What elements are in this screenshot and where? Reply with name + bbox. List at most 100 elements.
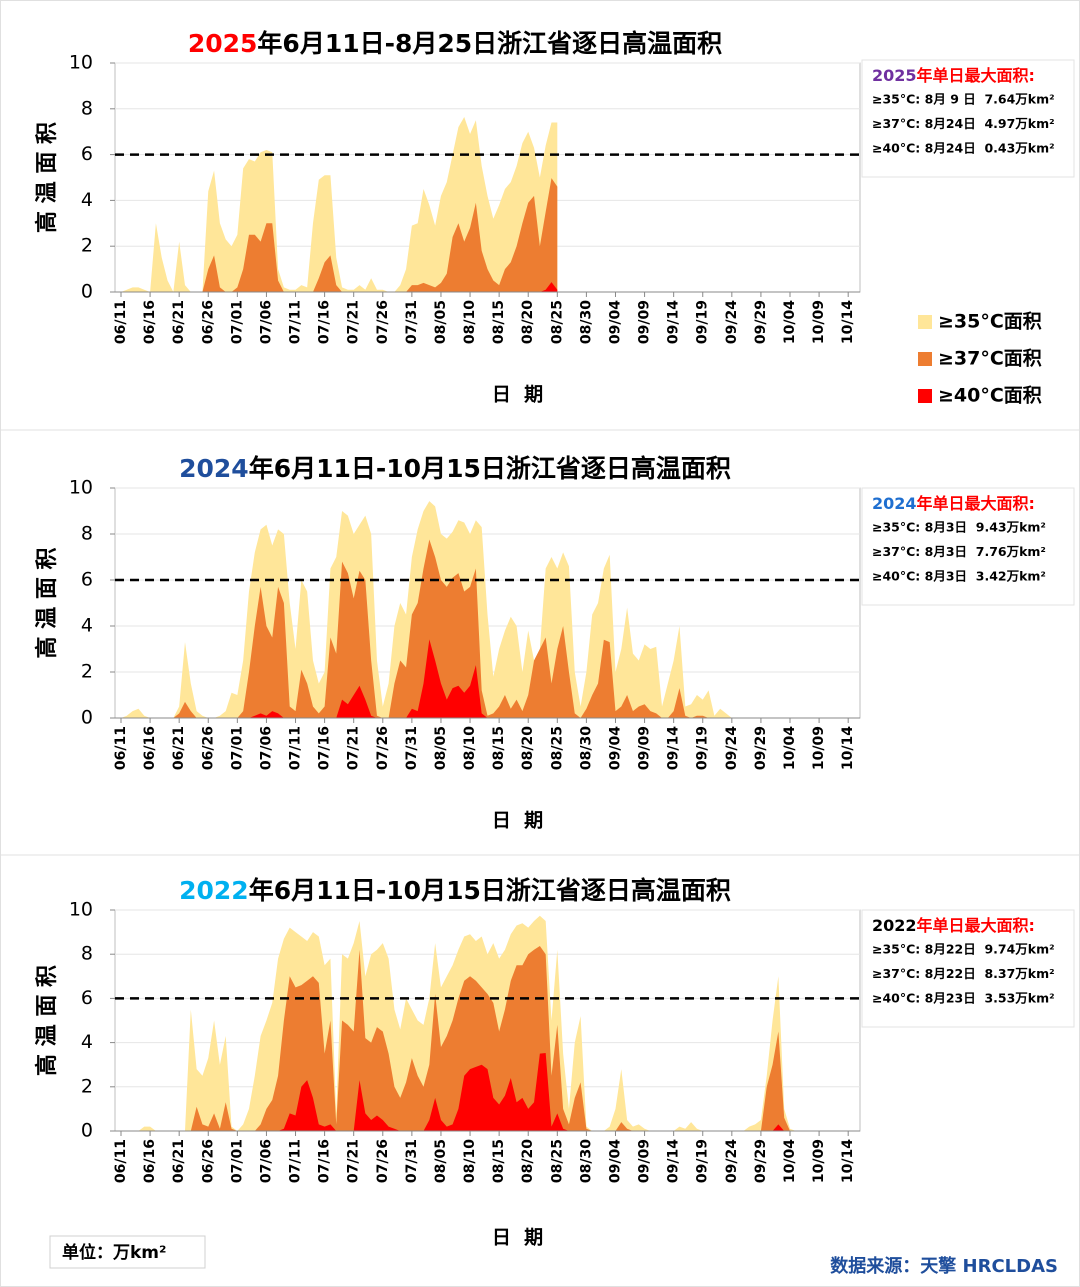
y-tick-label: 2 [81, 661, 93, 683]
unit-label: 单位：万km² [62, 1242, 166, 1263]
x-tick-label: 09/24 [724, 300, 740, 344]
x-tick-label: 08/15 [491, 300, 507, 344]
y-tick-label: 4 [81, 615, 93, 637]
annotation-line: ≥40°C: 8月3日 3.42万km² [872, 569, 1046, 584]
x-tick-label: 07/01 [229, 1139, 245, 1183]
chart-title: 2024年6月11日-10月15日浙江省逐日高温面积 [179, 454, 731, 483]
title-year: 2025 [188, 29, 258, 58]
annotation-title-text: 年单日最大面积: [917, 494, 1035, 513]
x-tick-label: 07/31 [404, 1139, 420, 1183]
x-tick-label: 07/21 [346, 1139, 362, 1183]
y-axis-label: 高 温 面 积 [34, 548, 60, 659]
x-tick-label: 09/19 [695, 726, 711, 770]
y-tick-label: 0 [81, 707, 93, 729]
unit-box [49, 1235, 206, 1269]
x-tick-label: 07/26 [375, 1139, 391, 1183]
y-tick-label: 0 [81, 1120, 93, 1142]
x-tick-label: 09/04 [607, 300, 623, 344]
x-tick-label: 08/05 [433, 726, 449, 770]
annotation-title: 2022年单日最大面积: [872, 916, 1035, 935]
title-text: 年6月11日-8月25日浙江省逐日高温面积 [257, 29, 722, 58]
x-tick-label: 10/04 [782, 1139, 798, 1183]
x-tick-label: 09/19 [695, 300, 711, 344]
area [121, 501, 854, 718]
x-tick-label: 10/04 [782, 726, 798, 770]
y-tick-label: 6 [81, 569, 93, 591]
x-tick-label: 07/16 [317, 726, 333, 770]
annotation-year: 2025 [872, 66, 917, 85]
x-tick-label: 10/14 [840, 300, 856, 344]
x-tick-label: 07/31 [404, 300, 420, 344]
x-axis-label: 日 期 [492, 384, 543, 406]
x-tick-label: 09/14 [666, 726, 682, 770]
x-tick-label: 08/15 [491, 1139, 507, 1183]
legend-swatch [918, 389, 932, 403]
title-year: 2024 [179, 454, 249, 483]
annotation-title-text: 年单日最大面积: [917, 66, 1035, 85]
x-tick-label: 07/06 [258, 300, 274, 344]
annotation-title: 2025年单日最大面积: [872, 66, 1035, 85]
x-tick-label: 08/10 [462, 300, 478, 344]
x-tick-label: 08/10 [462, 1139, 478, 1183]
x-tick-label: 08/20 [520, 300, 536, 344]
y-tick-label: 8 [81, 97, 93, 119]
x-tick-label: 07/26 [375, 726, 391, 770]
annotation-line: ≥35°C: 8月 9 日 7.64万km² [872, 92, 1055, 107]
x-tick-label: 09/24 [724, 726, 740, 770]
x-tick-label: 07/06 [258, 726, 274, 770]
x-tick-label: 08/30 [578, 300, 594, 344]
legend-label: ≥37°C面积 [938, 348, 1042, 370]
x-tick-label: 09/04 [607, 726, 623, 770]
x-tick-label: 07/16 [317, 1139, 333, 1183]
x-tick-label: 09/24 [724, 1139, 740, 1183]
y-tick-label: 10 [69, 899, 93, 921]
x-tick-label: 08/20 [520, 1139, 536, 1183]
x-tick-label: 06/16 [142, 1139, 158, 1183]
x-tick-label: 08/20 [520, 726, 536, 770]
annotation-line: ≥35°C: 8月3日 9.43万km² [872, 520, 1046, 535]
x-tick-label: 09/09 [637, 1139, 653, 1183]
x-tick-label: 07/06 [258, 1139, 274, 1183]
x-tick-label: 09/14 [666, 300, 682, 344]
y-axis-label: 高 温 面 积 [34, 965, 60, 1076]
x-tick-label: 10/09 [811, 726, 827, 770]
y-axis-label: 高 温 面 积 [34, 122, 60, 233]
legend-swatch [918, 315, 932, 329]
area [121, 539, 854, 718]
x-tick-label: 09/14 [666, 1139, 682, 1183]
legend-label: ≥40°C面积 [938, 385, 1042, 407]
x-tick-label: 07/11 [288, 300, 304, 344]
x-tick-label: 09/29 [753, 726, 769, 770]
y-tick-label: 2 [81, 1075, 93, 1097]
annotation-line: ≥37°C: 8月24日 4.97万km² [872, 116, 1055, 131]
x-tick-label: 08/30 [578, 1139, 594, 1183]
x-axis-label: 日 期 [492, 1227, 543, 1249]
x-tick-label: 06/16 [142, 726, 158, 770]
y-tick-label: 4 [81, 1031, 93, 1053]
x-tick-label: 06/26 [200, 1139, 216, 1183]
x-tick-label: 07/01 [229, 300, 245, 344]
x-tick-label: 07/11 [288, 1139, 304, 1183]
x-tick-label: 06/11 [113, 1139, 129, 1183]
annotation-line: ≥40°C: 8月24日 0.43万km² [872, 141, 1055, 156]
y-tick-label: 4 [81, 189, 93, 211]
x-tick-label: 07/21 [346, 300, 362, 344]
title-text: 年6月11日-10月15日浙江省逐日高温面积 [249, 454, 731, 483]
y-tick-label: 10 [69, 477, 93, 499]
y-tick-label: 6 [81, 987, 93, 1009]
y-tick-label: 10 [69, 52, 93, 74]
y-tick-label: 6 [81, 143, 93, 165]
y-tick-label: 8 [81, 943, 93, 965]
x-tick-label: 07/11 [288, 726, 304, 770]
annotation-title-text: 年单日最大面积: [917, 916, 1035, 935]
source-label: 数据来源：天擎 HRCLDAS [830, 1255, 1058, 1277]
annotation-line: ≥35°C: 8月22日 9.74万km² [872, 942, 1055, 957]
x-tick-label: 06/21 [171, 300, 187, 344]
x-tick-label: 06/16 [142, 300, 158, 344]
annotation-line: ≥37°C: 8月3日 7.76万km² [872, 544, 1046, 559]
x-tick-label: 09/19 [695, 1139, 711, 1183]
x-tick-label: 06/11 [113, 726, 129, 770]
title-text: 年6月11日-10月15日浙江省逐日高温面积 [249, 876, 731, 905]
legend-swatch [918, 352, 932, 366]
